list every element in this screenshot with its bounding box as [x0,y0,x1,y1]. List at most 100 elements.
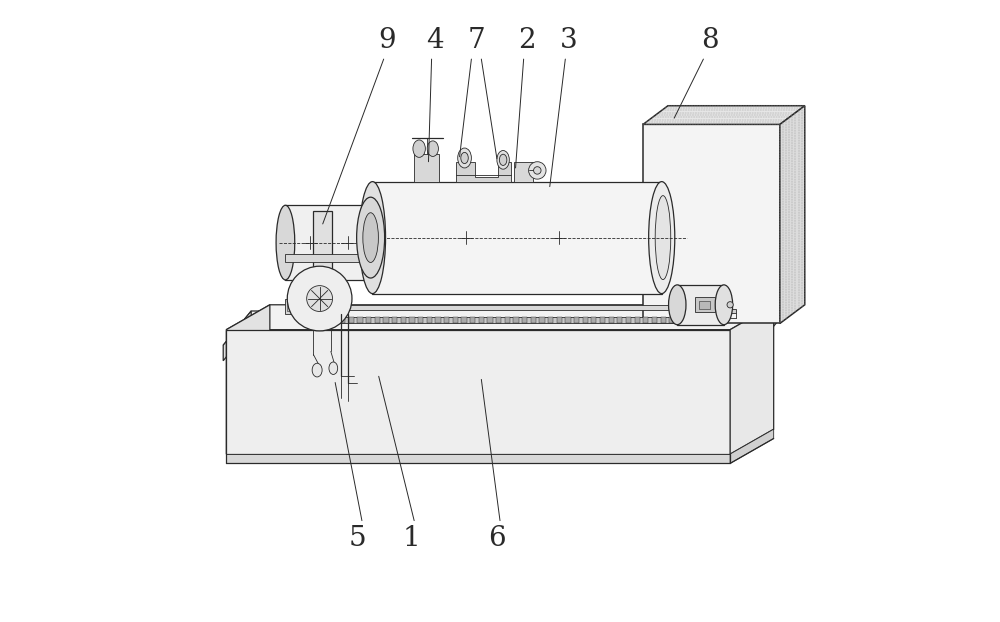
Polygon shape [487,317,493,323]
Ellipse shape [458,148,471,168]
Polygon shape [285,254,372,262]
Polygon shape [643,317,648,323]
Polygon shape [349,317,354,323]
Polygon shape [287,308,302,311]
Polygon shape [591,317,596,323]
Text: 2: 2 [518,27,536,54]
Ellipse shape [461,152,468,164]
Polygon shape [375,317,380,323]
Polygon shape [539,317,545,323]
Text: 6: 6 [488,524,506,552]
Polygon shape [730,305,774,454]
Ellipse shape [363,213,378,262]
Ellipse shape [529,162,546,179]
Polygon shape [652,317,657,323]
Polygon shape [392,317,397,323]
Polygon shape [287,304,302,307]
Polygon shape [414,154,439,182]
Polygon shape [699,301,710,309]
Ellipse shape [727,302,733,308]
Polygon shape [609,317,614,323]
Polygon shape [583,317,588,323]
Polygon shape [695,297,715,312]
Polygon shape [513,317,519,323]
Polygon shape [548,317,553,323]
Polygon shape [287,300,302,304]
Polygon shape [496,317,501,323]
Polygon shape [287,297,302,300]
Polygon shape [453,317,458,323]
Polygon shape [678,317,683,323]
Ellipse shape [534,167,541,174]
Polygon shape [223,311,786,345]
Text: 5: 5 [348,524,366,552]
Polygon shape [226,305,270,454]
Polygon shape [635,317,640,323]
Ellipse shape [427,141,438,156]
Polygon shape [643,106,805,124]
Ellipse shape [497,151,509,169]
Text: 1: 1 [402,524,420,552]
Ellipse shape [312,363,322,377]
Polygon shape [223,311,251,361]
Polygon shape [531,317,536,323]
Ellipse shape [287,266,352,331]
Polygon shape [780,106,805,323]
Ellipse shape [715,285,733,325]
Polygon shape [383,317,389,323]
Text: 7: 7 [467,27,485,54]
Polygon shape [401,317,406,323]
Polygon shape [470,317,475,323]
Polygon shape [565,317,571,323]
Polygon shape [372,182,662,294]
Polygon shape [357,317,363,323]
Polygon shape [444,317,449,323]
Ellipse shape [357,197,385,278]
Ellipse shape [363,205,382,280]
Polygon shape [226,305,774,330]
Ellipse shape [413,140,425,157]
Ellipse shape [669,285,686,325]
Polygon shape [313,211,332,314]
Ellipse shape [329,362,338,374]
Polygon shape [435,317,441,323]
Polygon shape [661,317,666,323]
Ellipse shape [307,285,333,312]
Polygon shape [226,330,730,454]
Text: 4: 4 [426,27,444,54]
Polygon shape [522,317,527,323]
Polygon shape [479,317,484,323]
Ellipse shape [655,195,671,280]
Ellipse shape [359,182,386,294]
Polygon shape [718,309,736,313]
Polygon shape [514,162,533,182]
Polygon shape [317,317,693,323]
Ellipse shape [276,205,295,280]
Polygon shape [617,317,622,323]
Polygon shape [340,317,345,323]
Text: 3: 3 [560,27,577,54]
Ellipse shape [499,154,507,165]
Polygon shape [366,317,371,323]
Polygon shape [626,317,631,323]
Polygon shape [693,295,716,314]
Polygon shape [730,429,774,463]
Polygon shape [505,317,510,323]
Polygon shape [600,317,605,323]
Polygon shape [674,299,715,311]
Polygon shape [574,317,579,323]
Polygon shape [226,454,730,463]
Ellipse shape [649,182,675,294]
Polygon shape [323,317,328,323]
Polygon shape [285,299,323,314]
Text: 8: 8 [701,27,718,54]
Polygon shape [427,317,432,323]
Polygon shape [643,124,780,323]
Polygon shape [317,305,693,310]
Polygon shape [669,317,674,323]
Polygon shape [409,317,415,323]
Polygon shape [677,285,724,325]
Polygon shape [418,317,423,323]
Polygon shape [456,162,511,182]
Polygon shape [285,205,372,280]
